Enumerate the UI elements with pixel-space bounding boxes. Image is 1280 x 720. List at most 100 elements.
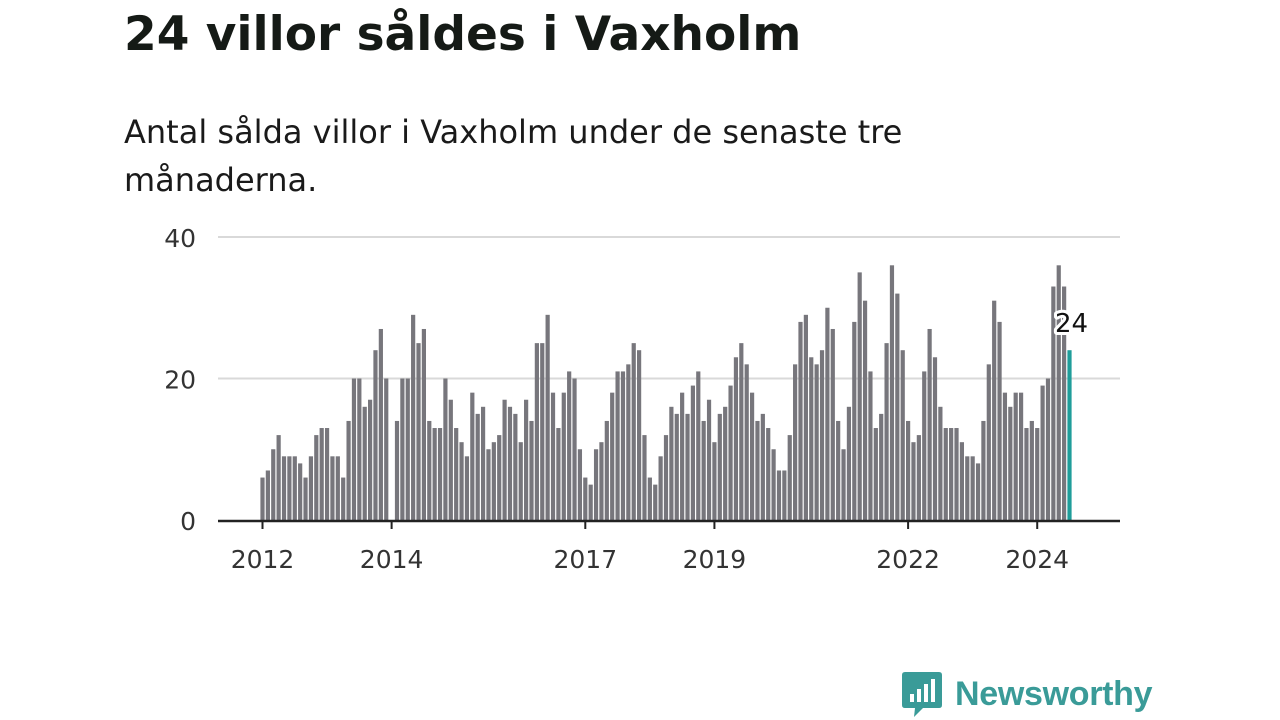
bar [701,420,706,520]
bar [1013,392,1018,520]
bar [793,364,798,520]
y-tick-label: 40 [164,224,196,253]
bar [583,477,588,520]
newsworthy-chart-bubble-icon [902,672,942,717]
bar [846,406,852,520]
bar [475,413,480,521]
gridlines [218,236,1120,380]
bar [550,392,556,520]
bar [480,406,486,520]
bar [400,378,405,520]
bar [271,449,276,520]
bar [862,300,868,520]
bar [432,428,437,520]
bar [739,343,744,521]
bar [916,435,921,520]
bar [567,371,572,520]
bar [723,406,728,520]
bar [970,456,975,520]
bar [540,343,545,521]
bar [927,328,932,520]
x-tick-label: 2022 [876,545,940,574]
bar [341,477,346,520]
bar [610,392,615,520]
bar [647,477,652,520]
bars [260,265,1072,521]
bar [292,456,297,520]
bar [712,442,717,520]
bar [669,406,674,520]
bar [690,385,695,520]
bar [674,413,679,521]
bar [561,392,566,520]
bar [464,456,470,520]
bar [443,378,448,520]
bar-latest [1067,350,1072,520]
bar [287,456,292,520]
bar [330,456,335,520]
bar [873,428,878,520]
bar [992,300,997,520]
bar [906,420,911,520]
bar [771,449,776,520]
bar [642,435,647,520]
bar [373,350,378,520]
latest-value-halo: 24 [1055,309,1088,339]
bar [572,378,577,520]
bar [1002,392,1008,520]
bar [411,314,416,520]
bar [975,463,981,520]
bar [895,293,900,520]
bar [427,420,432,520]
bar [986,364,991,520]
bar [706,399,712,520]
bar [760,413,765,521]
bar [1035,428,1040,520]
bar [1024,428,1029,520]
bar [357,378,362,520]
bar [631,343,636,521]
bar [1045,378,1051,520]
bar [518,442,523,520]
bar [965,456,970,520]
latest-value-label: 24 [1055,309,1088,339]
bar [943,428,948,520]
bar [314,435,319,520]
bar [378,328,383,520]
bar [513,413,518,521]
bar [545,314,550,520]
bar [335,456,340,520]
bar [626,364,631,520]
bar [981,420,986,520]
bar [491,442,496,520]
bar [1008,406,1013,520]
bar [959,442,964,520]
bar [529,420,534,520]
bar [798,321,803,520]
x-tick-label: 2024 [1005,545,1069,574]
bar [884,343,889,521]
bar [1062,286,1067,520]
bar [841,449,846,520]
bar [577,449,583,520]
bar [852,321,857,520]
bar [351,378,357,520]
bar [405,378,410,520]
bar [717,413,722,521]
y-tick-label: 20 [164,366,196,395]
bar [497,435,502,520]
x-tick-label: 2017 [553,545,617,574]
bar [368,399,373,520]
bar [658,456,663,520]
bar [733,357,739,520]
bar [620,371,626,520]
axes: 0 20 40 2012 2014 2017 2019 2022 2024 [164,224,1120,574]
bar [911,442,916,520]
x-tick-label: 2012 [231,545,295,574]
x-tick-label: 2019 [683,545,747,574]
y-tick-label: 0 [180,507,196,536]
bar [879,413,884,521]
bar [534,343,539,521]
